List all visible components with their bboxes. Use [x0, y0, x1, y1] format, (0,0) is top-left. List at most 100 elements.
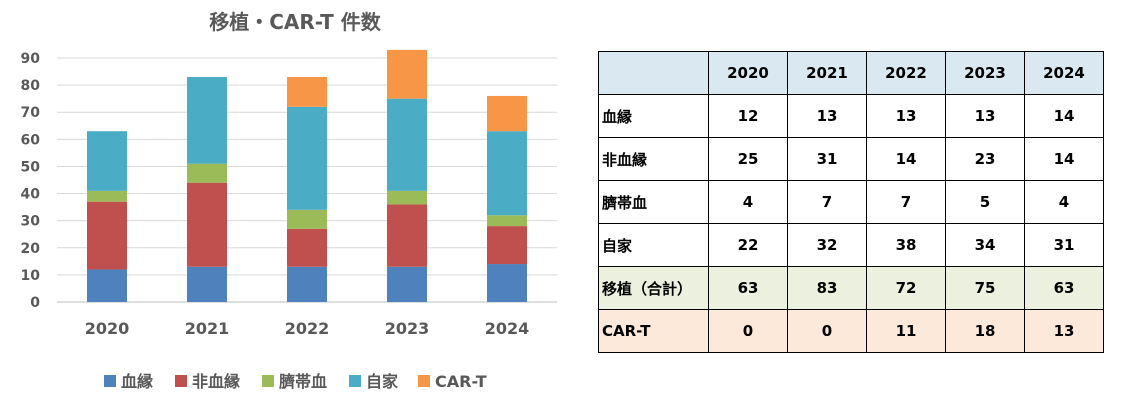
- bar-segment: [87, 131, 127, 191]
- header-cell: 2022: [866, 51, 946, 95]
- bar-segment: [287, 106, 327, 210]
- table-row: 自家 22 32 38 34 31: [598, 223, 1104, 267]
- bar-segment: [187, 182, 227, 267]
- table-cell: 0: [787, 309, 867, 353]
- bars: [87, 49, 527, 302]
- legend-swatch: [104, 375, 116, 387]
- row-label: CAR-T: [598, 309, 709, 353]
- x-axis: 2020 2021 2022 2023 2024: [85, 319, 530, 338]
- table-cell: 72: [866, 266, 946, 310]
- legend-swatch: [175, 375, 187, 387]
- header-cell: 2024: [1024, 51, 1104, 95]
- row-label: 血縁: [598, 94, 709, 138]
- table-cell: 14: [1024, 137, 1104, 181]
- header-cell: 2021: [787, 51, 867, 95]
- y-tick-label: 40: [21, 187, 41, 203]
- table-cell: 75: [945, 266, 1025, 310]
- table-cell: 18: [945, 309, 1025, 353]
- bar-segment: [187, 76, 227, 164]
- table-row-total: 移植（合計） 63 83 72 75 63: [598, 266, 1104, 310]
- table-cell: 31: [1024, 223, 1104, 267]
- bar-segment: [287, 228, 327, 267]
- legend-label: 非血縁: [192, 372, 240, 391]
- table-cell: 13: [945, 94, 1025, 138]
- row-label: 非血縁: [598, 137, 709, 181]
- bar-segment: [187, 266, 227, 302]
- row-label: 臍帯血: [598, 180, 709, 224]
- table-cell: 32: [787, 223, 867, 267]
- table-row-cart: CAR-T 0 0 11 18 13: [598, 309, 1104, 353]
- row-label: 移植（合計）: [598, 266, 709, 310]
- bar-segment: [387, 98, 427, 191]
- legend: 血縁 非血縁 臍帯血 自家 CAR-T: [104, 372, 487, 391]
- x-tick-label: 2020: [85, 319, 130, 338]
- table-row: 臍帯血 4 7 7 5 4: [598, 180, 1104, 224]
- table-cell: 31: [787, 137, 867, 181]
- table-cell: 25: [708, 137, 788, 181]
- table-cell: 63: [708, 266, 788, 310]
- row-label: 自家: [598, 223, 709, 267]
- bar-segment: [87, 201, 127, 270]
- bar-segment: [287, 76, 327, 107]
- bar-segment: [87, 190, 127, 202]
- bar-segment: [287, 209, 327, 229]
- y-tick-label: 10: [21, 268, 41, 284]
- table-cell: 11: [866, 309, 946, 353]
- table-row: 非血縁 25 31 14 23 14: [598, 137, 1104, 181]
- table-header-row: 2020 2021 2022 2023 2024: [598, 51, 1104, 95]
- table-cell: 4: [708, 180, 788, 224]
- y-tick-label: 60: [21, 132, 41, 148]
- bar-segment: [387, 266, 427, 302]
- legend-label: 自家: [366, 372, 399, 391]
- legend-swatch: [349, 375, 361, 387]
- bar-segment: [487, 131, 527, 216]
- table-cell: 7: [787, 180, 867, 224]
- legend-label: 臍帯血: [279, 372, 327, 391]
- table-cell: 4: [1024, 180, 1104, 224]
- legend-swatch: [262, 375, 274, 387]
- y-tick-label: 20: [21, 241, 41, 257]
- table-row: 血縁 12 13 13 13 14: [598, 94, 1104, 138]
- bar-segment: [387, 190, 427, 205]
- legend-swatch: [418, 375, 430, 387]
- header-cell: [598, 51, 709, 95]
- header-cell: 2023: [945, 51, 1025, 95]
- bar-segment: [387, 204, 427, 267]
- x-tick-label: 2021: [185, 319, 230, 338]
- bar-segment: [187, 163, 227, 183]
- x-tick-label: 2023: [385, 319, 430, 338]
- table-cell: 14: [1024, 94, 1104, 138]
- table-cell: 14: [866, 137, 946, 181]
- header-cell: 2020: [708, 51, 788, 95]
- table-cell: 22: [708, 223, 788, 267]
- x-tick-label: 2024: [485, 319, 530, 338]
- stacked-bar-chart: 移植・CAR-T 件数 0 10 20 30 40 50 60 70 80 90 2020 2021…: [21, 10, 557, 391]
- bar-segment: [87, 269, 127, 302]
- table-cell: 13: [787, 94, 867, 138]
- chart-title: 移植・CAR-T 件数: [209, 10, 382, 34]
- y-tick-label: 90: [21, 51, 41, 67]
- bar-segment: [487, 264, 527, 302]
- y-tick-label: 30: [21, 214, 41, 230]
- table-cell: 13: [866, 94, 946, 138]
- legend-label: CAR-T: [435, 372, 487, 391]
- table-cell: 12: [708, 94, 788, 138]
- table-cell: 13: [1024, 309, 1104, 353]
- table-cell: 5: [945, 180, 1025, 224]
- table-cell: 34: [945, 223, 1025, 267]
- bar-segment: [487, 226, 527, 265]
- table-cell: 7: [866, 180, 946, 224]
- y-tick-label: 0: [30, 295, 40, 311]
- bar-segment: [487, 215, 527, 227]
- bar-segment: [387, 49, 427, 99]
- table-cell: 38: [866, 223, 946, 267]
- bar-segment: [487, 95, 527, 132]
- bar-segment: [287, 266, 327, 302]
- table-cell: 63: [1024, 266, 1104, 310]
- y-tick-label: 70: [21, 105, 41, 121]
- y-tick-label: 80: [21, 78, 41, 94]
- table-cell: 83: [787, 266, 867, 310]
- y-tick-label: 50: [21, 159, 41, 175]
- x-tick-label: 2022: [285, 319, 330, 338]
- legend-label: 血縁: [121, 372, 153, 391]
